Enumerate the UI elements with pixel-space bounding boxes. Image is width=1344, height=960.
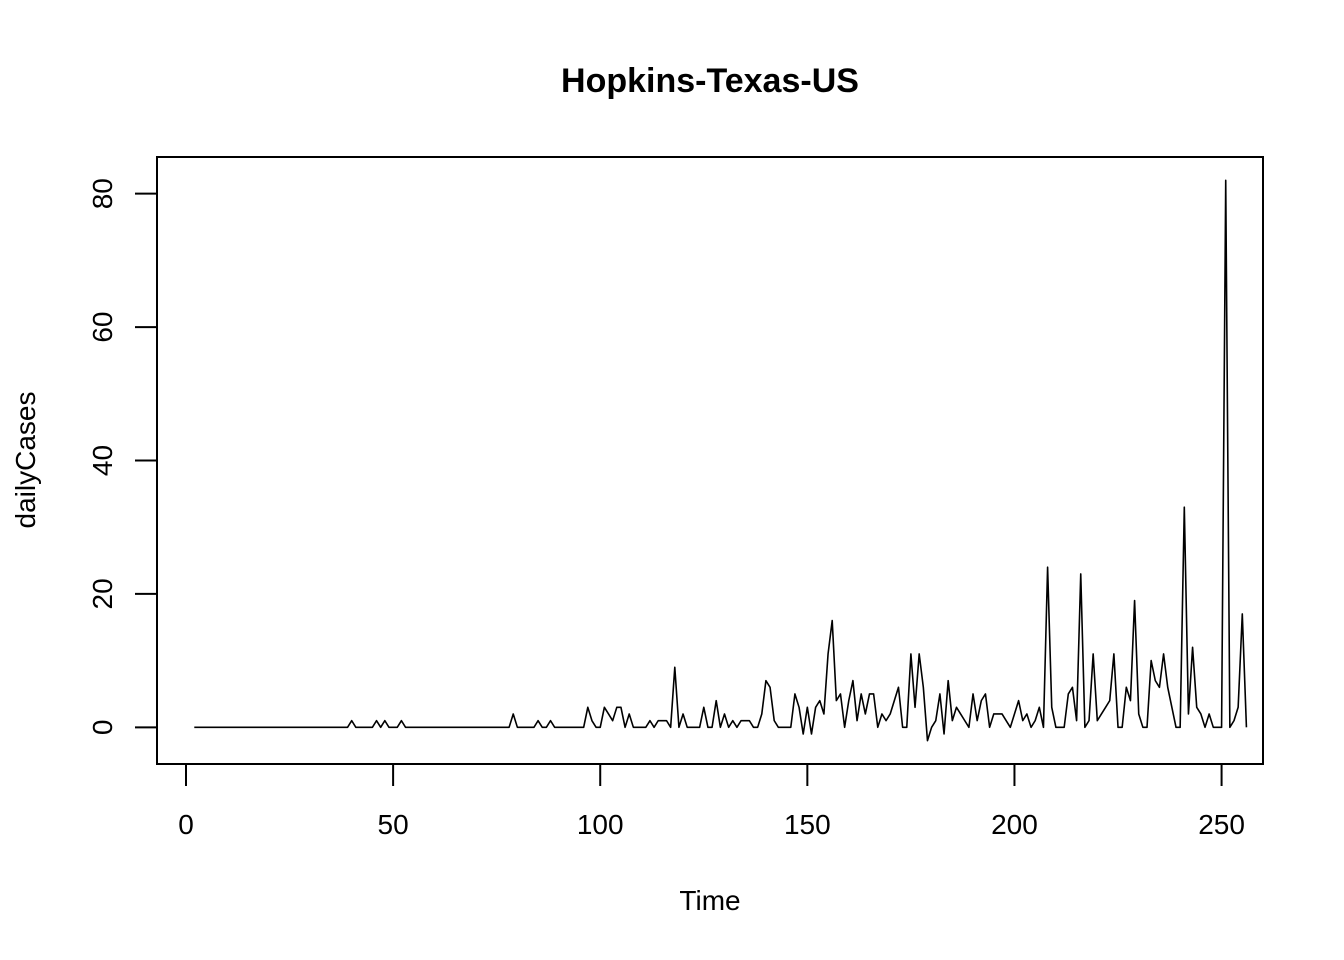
y-tick-label: 80 — [87, 178, 118, 209]
x-axis-label: Time — [679, 885, 740, 916]
y-tick-label: 20 — [87, 578, 118, 609]
y-tick-label: 0 — [87, 720, 118, 736]
plot-frame — [156, 156, 1264, 765]
y-axis-label: dailyCases — [10, 392, 41, 529]
y-tick-label: 60 — [87, 312, 118, 343]
y-tick-label: 40 — [87, 445, 118, 476]
series-line — [194, 179, 1248, 742]
x-tick-label: 150 — [784, 809, 831, 840]
y-axis: 0 20 40 60 80 — [87, 178, 158, 736]
x-tick-label: 0 — [178, 809, 194, 840]
x-tick-label: 50 — [378, 809, 409, 840]
x-axis: 0 50 100 150 200 250 — [178, 763, 1245, 840]
x-tick-label: 250 — [1198, 809, 1245, 840]
x-tick-label: 200 — [991, 809, 1038, 840]
x-tick-label: 100 — [577, 809, 624, 840]
chart-title: Hopkins-Texas-US — [561, 62, 859, 100]
